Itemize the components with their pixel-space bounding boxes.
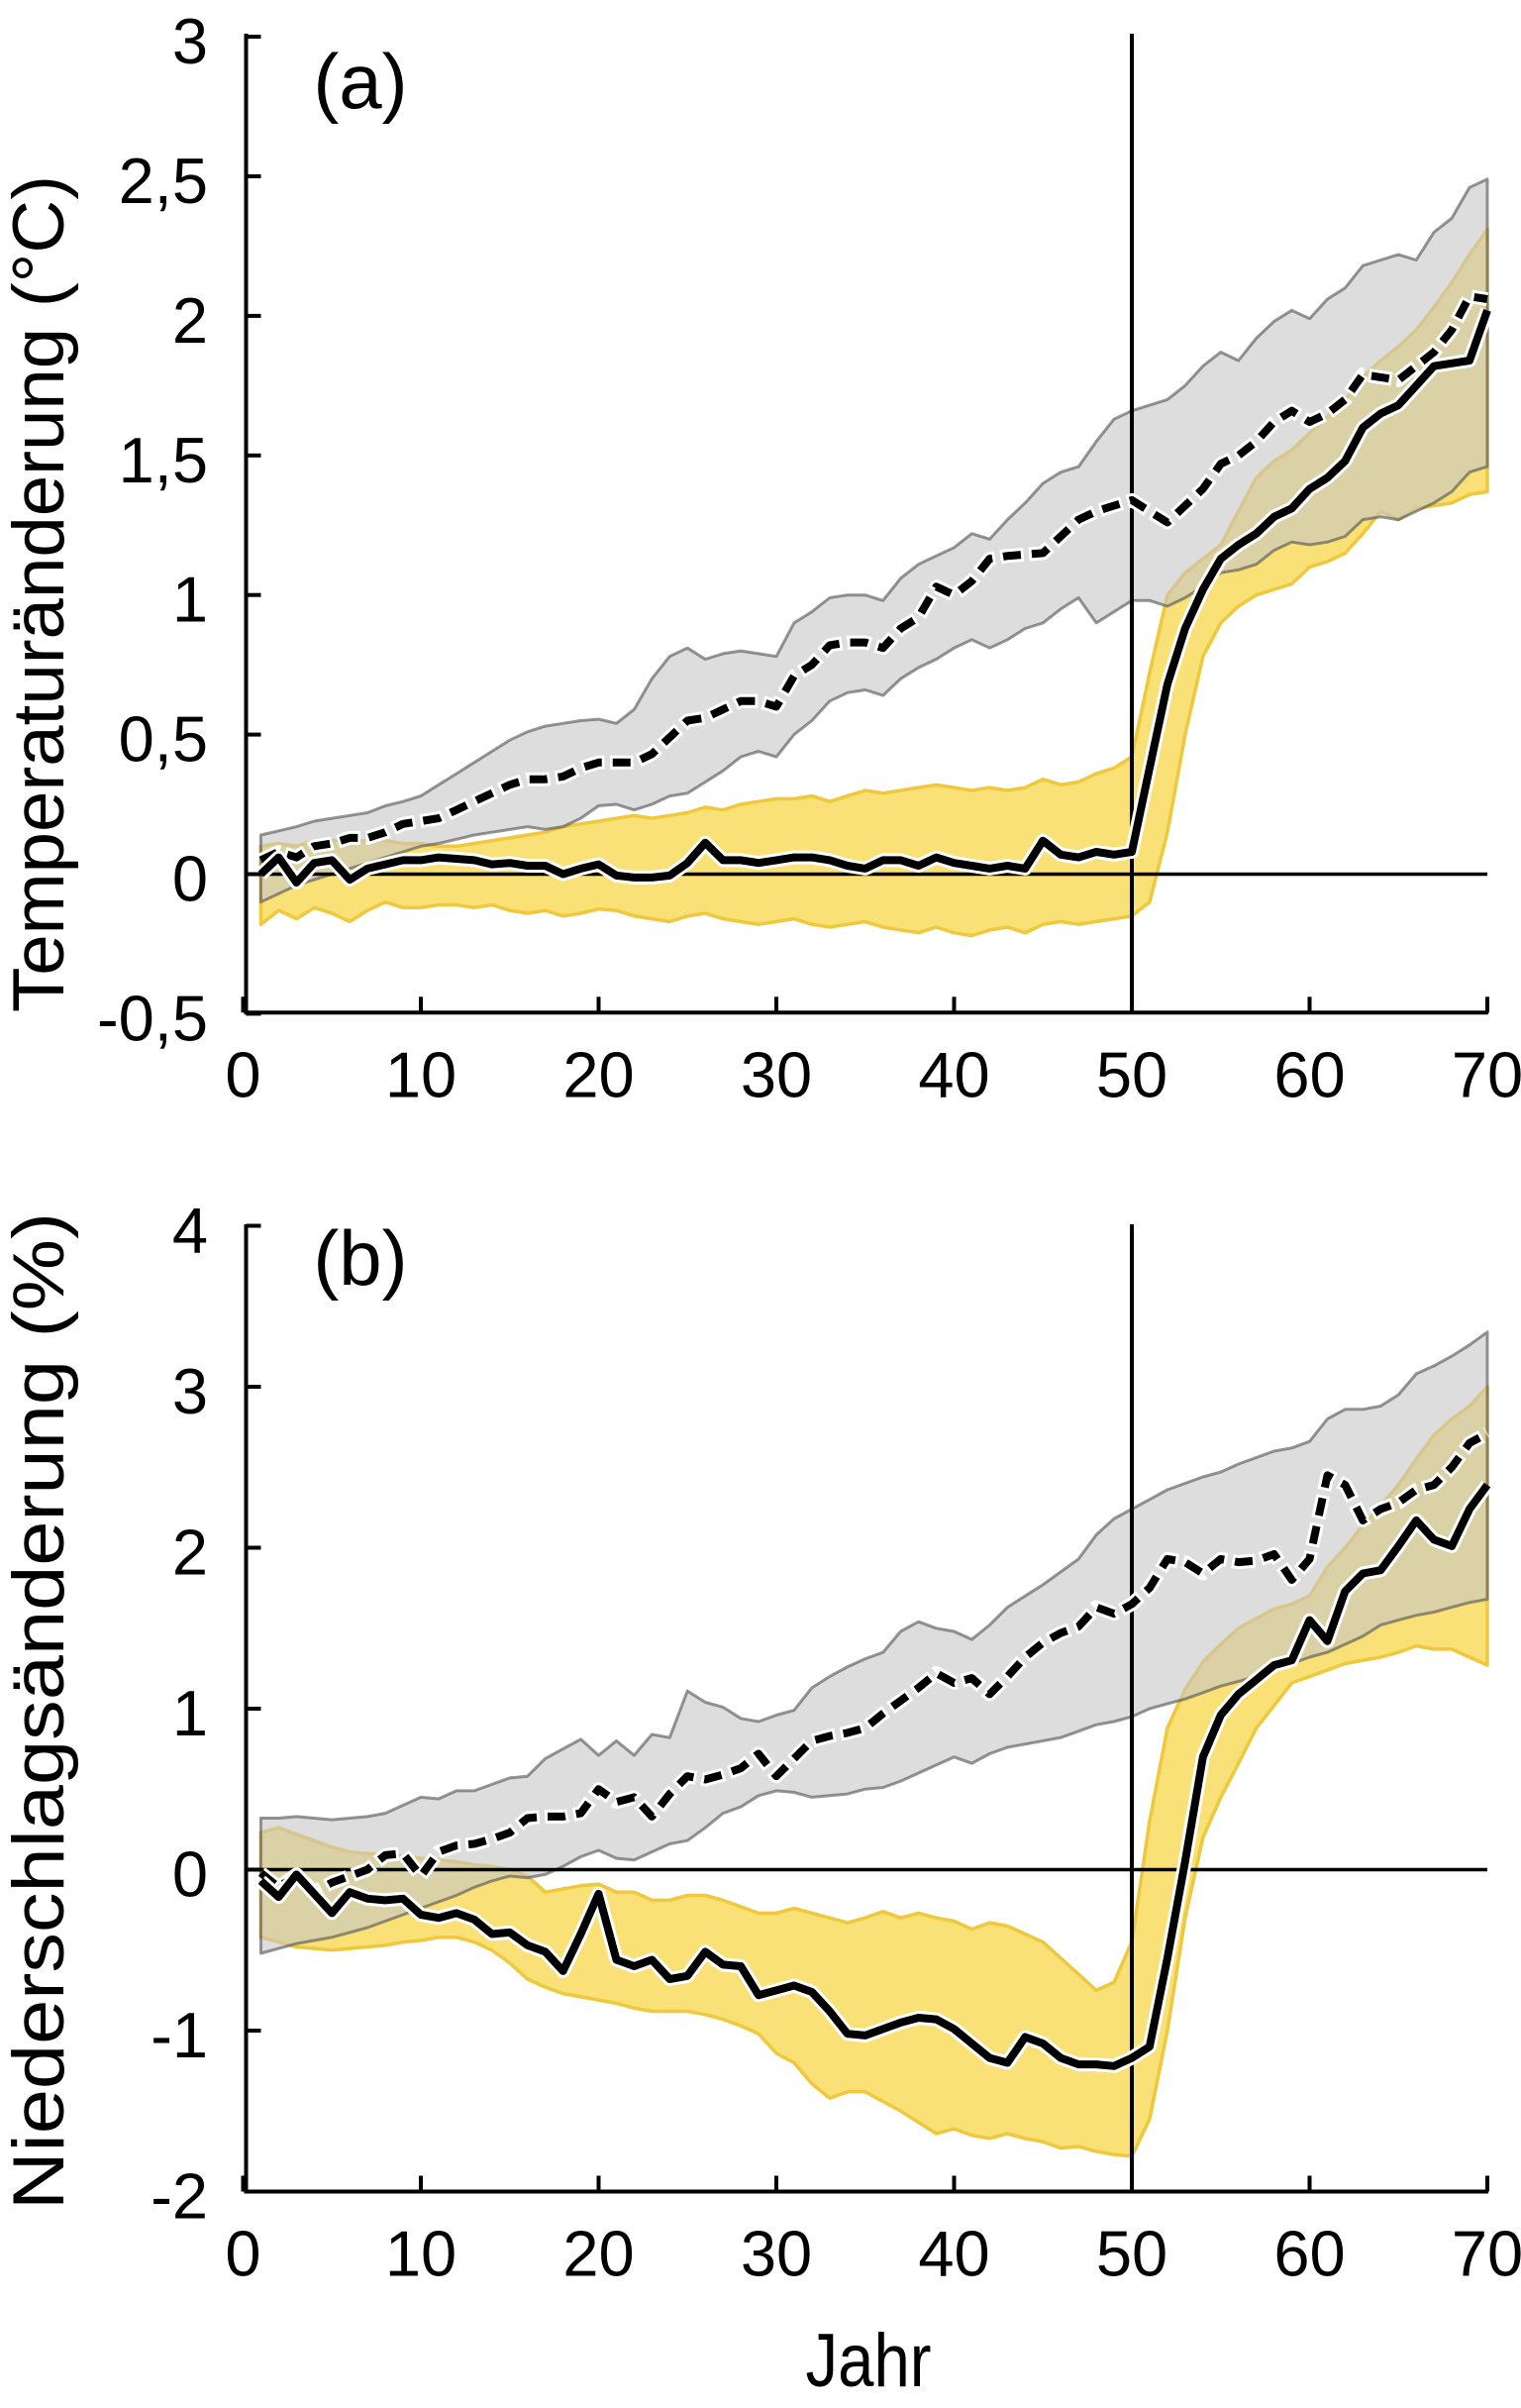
svg-text:0,5: 0,5 [119, 703, 208, 776]
svg-text:Temperaturänderung (°C): Temperaturänderung (°C) [0, 175, 79, 1012]
svg-text:50: 50 [1096, 1038, 1167, 1110]
svg-text:20: 20 [562, 1038, 634, 1110]
svg-text:-2: -2 [151, 2160, 208, 2233]
svg-text:1,5: 1,5 [119, 424, 208, 496]
svg-text:2: 2 [172, 284, 208, 357]
svg-text:1: 1 [172, 1677, 208, 1749]
svg-text:60: 60 [1273, 2218, 1345, 2290]
svg-text:30: 30 [741, 1038, 812, 1110]
svg-text:70: 70 [1452, 2218, 1521, 2290]
svg-text:40: 40 [918, 1038, 989, 1110]
svg-text:4: 4 [172, 1195, 208, 1267]
svg-text:60: 60 [1273, 1038, 1345, 1110]
svg-text:0: 0 [225, 2218, 260, 2290]
svg-text:40: 40 [918, 2218, 989, 2290]
svg-text:0: 0 [172, 843, 208, 915]
svg-text:-0,5: -0,5 [97, 982, 208, 1054]
svg-text:10: 10 [385, 2218, 456, 2290]
svg-text:0: 0 [225, 1038, 260, 1110]
svg-text:0: 0 [172, 1838, 208, 1911]
svg-text:1: 1 [172, 564, 208, 636]
svg-text:2: 2 [172, 1517, 208, 1589]
svg-text:3: 3 [172, 5, 208, 77]
svg-text:20: 20 [562, 2218, 634, 2290]
svg-text:3: 3 [172, 1355, 208, 1427]
svg-text:30: 30 [741, 2218, 812, 2290]
svg-text:(a): (a) [313, 38, 407, 125]
svg-text:2,5: 2,5 [119, 145, 208, 217]
svg-text:70: 70 [1452, 1038, 1521, 1110]
svg-text:-1: -1 [151, 1999, 208, 2071]
svg-text:Jahr: Jahr [806, 2319, 932, 2403]
svg-text:Niederschlagsänderung (%): Niederschlagsänderung (%) [0, 1212, 79, 2210]
svg-text:(b): (b) [313, 1214, 407, 1302]
svg-text:50: 50 [1096, 2218, 1167, 2290]
svg-text:10: 10 [385, 1038, 456, 1110]
